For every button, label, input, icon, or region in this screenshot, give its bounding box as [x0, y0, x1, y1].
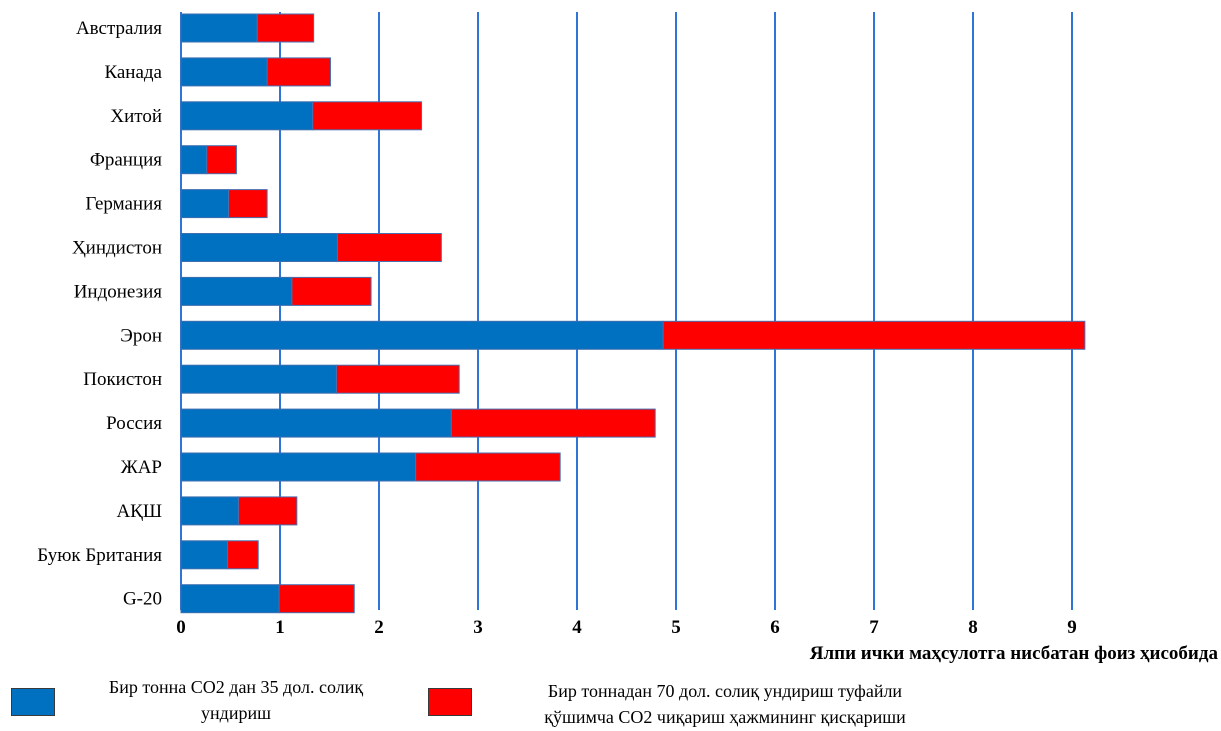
category-label-8: Покистон [83, 369, 162, 390]
x-tick-label-8: 8 [968, 617, 978, 638]
x-tick-label-2: 2 [374, 617, 384, 638]
bar-tax35-13 [180, 584, 280, 614]
bar-tax70-0 [256, 13, 315, 43]
bar-tax35-7 [180, 320, 664, 350]
x-tick-labels: 0 1 2 3 4 5 6 7 8 9 [176, 617, 1077, 638]
category-label-3: Франция [90, 150, 162, 171]
bar-tax35-9 [180, 408, 452, 438]
x-axis-title: Ялпи ички маҳсулотга нисбатан фоиз ҳисоб… [810, 643, 1219, 664]
legend-label-tax70: Бир тоннадан 70 дол. солиқ ундириш туфай… [490, 678, 960, 730]
bar-tax70-9 [450, 408, 656, 438]
category-label-2: Хитой [110, 106, 162, 127]
bar-tax35-11 [180, 496, 239, 526]
bars [180, 13, 1086, 614]
bar-tax35-10 [180, 452, 417, 482]
category-label-1: Канада [104, 62, 162, 83]
category-label-5: Ҳиндистон [72, 238, 162, 259]
x-tick-label-0: 0 [176, 617, 186, 638]
x-tick-label-3: 3 [473, 617, 483, 638]
bar-tax70-1 [266, 57, 331, 87]
category-label-7: Эрон [120, 325, 162, 346]
stacked-bar-chart: Австралия Канада Хитой Франция Германия Ҳинди… [37, 12, 1219, 664]
category-label-0: Австралия [76, 18, 162, 39]
legend-label-tax70-line1: Бир тоннадан 70 дол. солиқ ундириш туфай… [547, 681, 903, 701]
legend: Бир тонна СО2 дан 35 дол. солиқ ундириш … [0, 677, 1221, 731]
bar-tax70-11 [237, 496, 298, 526]
bar-tax70-8 [335, 364, 460, 394]
bar-tax70-3 [206, 145, 237, 175]
bar-tax35-4 [180, 189, 230, 219]
x-tick-label-6: 6 [770, 617, 780, 638]
bar-tax70-13 [278, 584, 355, 614]
legend-label-tax35-line1: Бир тонна СО2 дан 35 дол. солиқ [108, 677, 364, 697]
category-label-6: Индонезия [74, 281, 163, 302]
legend-label-tax35: Бир тонна СО2 дан 35 дол. солиқ ундириш [66, 674, 406, 726]
x-tick-label-5: 5 [671, 617, 681, 638]
legend-swatch-red [428, 688, 472, 716]
category-labels: Австралия Канада Хитой Франция Германия Ҳинди… [37, 18, 162, 610]
bar-tax70-12 [227, 540, 259, 570]
category-label-10: ЖАР [121, 457, 162, 478]
category-label-11: АҚШ [116, 501, 162, 522]
bar-tax70-7 [662, 320, 1086, 350]
category-label-13: G-20 [123, 589, 162, 610]
category-label-4: Германия [85, 194, 162, 215]
bar-tax70-10 [415, 452, 561, 482]
x-tick-label-9: 9 [1067, 617, 1077, 638]
legend-label-tax70-line2: қўшимча СО2 чиқариш ҳажмининг қисқариши [544, 707, 906, 727]
x-tick-label-1: 1 [275, 617, 285, 638]
bar-tax35-0 [180, 13, 258, 43]
bar-tax70-6 [291, 276, 372, 306]
legend-label-tax35-line2: ундириш [201, 703, 271, 723]
category-label-12: Буюк Британия [37, 545, 162, 566]
bar-tax70-4 [228, 189, 268, 219]
bar-tax35-8 [180, 364, 337, 394]
bar-tax35-1 [180, 57, 268, 87]
bar-tax70-2 [312, 101, 423, 131]
x-tick-label-7: 7 [869, 617, 879, 638]
bar-tax35-3 [180, 145, 208, 175]
bar-tax70-5 [336, 233, 442, 262]
bar-tax35-6 [180, 276, 293, 306]
x-tick-label-4: 4 [572, 617, 582, 638]
bar-tax35-12 [180, 540, 229, 570]
legend-swatch-blue [11, 688, 55, 716]
bar-tax35-5 [180, 233, 338, 262]
bar-tax35-2 [180, 101, 314, 131]
category-label-9: Россия [106, 413, 162, 434]
